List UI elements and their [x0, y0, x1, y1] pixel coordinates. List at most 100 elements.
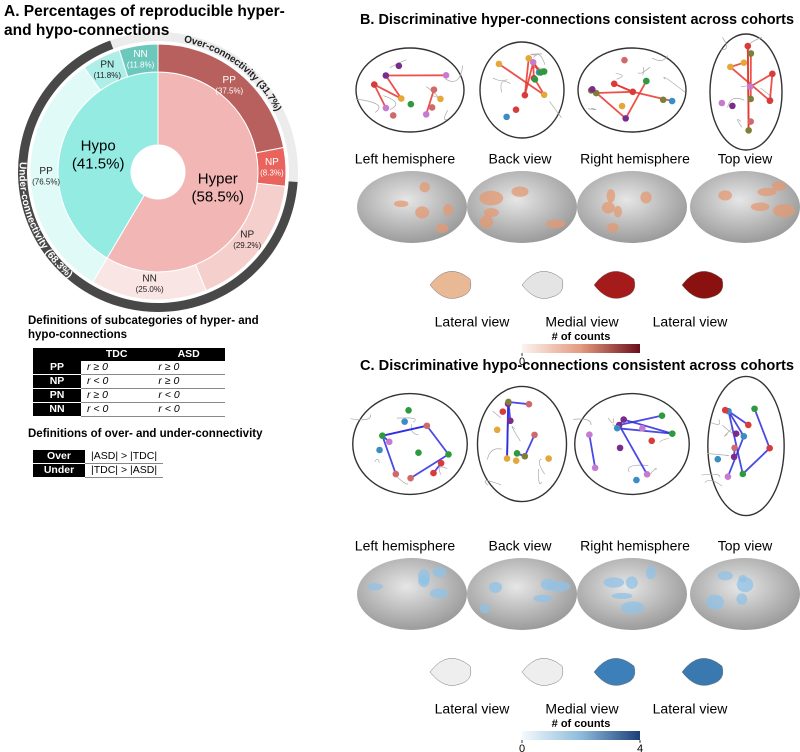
table-cell: |ASD| > |TDC| — [85, 450, 164, 464]
table-cell: |TDC| > |ASD| — [85, 463, 164, 478]
node — [503, 455, 511, 462]
brain-outline — [709, 33, 783, 151]
node — [744, 421, 752, 429]
node — [659, 96, 667, 104]
node — [521, 452, 529, 460]
table-row: Over |ASD| > |TDC| — [33, 450, 164, 464]
connection — [618, 414, 663, 426]
sub-view-label: Medial view — [545, 314, 619, 330]
cortical-surface — [467, 171, 577, 243]
table-row: Under |TDC| > |ASD| — [33, 463, 164, 478]
panel-title: C. Discriminative hypo-connections consi… — [360, 358, 794, 374]
row-label: NN — [33, 402, 81, 417]
node — [740, 59, 748, 66]
surface-patch — [511, 186, 529, 197]
sulcus — [701, 473, 721, 478]
view-label: Right hemisphere — [580, 151, 690, 167]
node — [525, 54, 533, 62]
surface-patch — [419, 182, 431, 193]
sulcus — [492, 411, 502, 419]
node — [512, 457, 520, 464]
view-label: Top view — [718, 538, 773, 554]
view-label: Back view — [488, 151, 552, 167]
surface-patch — [429, 588, 449, 599]
node — [751, 405, 758, 413]
node — [392, 470, 400, 478]
connection — [588, 434, 596, 468]
surface-patch — [613, 205, 622, 218]
connection — [727, 411, 744, 475]
node — [621, 56, 628, 64]
surface-patch — [435, 223, 449, 233]
connection — [410, 453, 449, 479]
node — [729, 102, 736, 110]
connection — [523, 434, 536, 457]
column-header: TDC — [81, 348, 153, 361]
brain-outline — [574, 392, 690, 496]
middle-label: NP — [240, 229, 254, 240]
inner-label: Hypo — [81, 138, 116, 155]
surface-patch — [640, 191, 652, 204]
node — [586, 431, 593, 439]
sulcus — [615, 72, 623, 80]
connection — [385, 75, 403, 100]
surface-patch — [601, 201, 615, 214]
surface-patch — [717, 571, 733, 581]
sulcus — [426, 86, 439, 98]
node — [437, 459, 445, 467]
node — [633, 476, 640, 484]
table-cell: r < 0 — [81, 402, 153, 417]
connection — [381, 435, 397, 475]
view-label: Right hemisphere — [580, 538, 690, 554]
sub-view-label: Lateral view — [435, 701, 511, 717]
row-label: PP — [33, 361, 81, 375]
surface-patch — [545, 219, 566, 229]
node — [513, 450, 521, 457]
sulcus — [383, 95, 397, 110]
brain-outline — [707, 375, 785, 517]
middle-label: PP — [39, 166, 53, 177]
colorbar-tick-label: 0 — [519, 743, 525, 752]
surface-patch — [415, 206, 430, 219]
connection — [426, 425, 450, 455]
sulcus — [350, 414, 371, 421]
node — [746, 83, 754, 90]
surface-patch — [773, 203, 795, 218]
node — [648, 437, 656, 445]
middle-label: NP — [265, 157, 279, 168]
outer-wedge — [110, 31, 298, 183]
connection — [373, 84, 387, 109]
sub-view-label: Medial view — [545, 701, 619, 717]
sulcus — [492, 77, 508, 82]
connection — [382, 424, 428, 437]
sulcus — [727, 97, 745, 108]
middle-wedge — [118, 43, 159, 78]
row-label: Under — [33, 463, 85, 478]
node — [747, 95, 755, 103]
sulcus — [487, 448, 503, 460]
node — [385, 438, 393, 446]
connection — [498, 63, 545, 96]
middle-value-label: (76.5%) — [32, 178, 60, 187]
sulcus — [410, 424, 419, 436]
hub — [131, 145, 185, 199]
sulcus — [737, 119, 743, 128]
connection — [613, 82, 634, 93]
node — [714, 455, 722, 463]
connection — [749, 73, 773, 88]
subcortical — [429, 658, 472, 686]
sulcus — [538, 468, 543, 485]
node — [437, 95, 444, 103]
surface-patch — [479, 215, 494, 229]
node — [540, 91, 548, 99]
node — [731, 444, 738, 452]
node — [531, 431, 538, 439]
node — [721, 406, 729, 414]
connection — [618, 424, 648, 475]
panel-title: B. Discriminative hyper-connections cons… — [360, 12, 794, 28]
surface-patch — [625, 576, 638, 589]
sulcus — [573, 418, 592, 426]
surface-patch — [738, 574, 748, 583]
